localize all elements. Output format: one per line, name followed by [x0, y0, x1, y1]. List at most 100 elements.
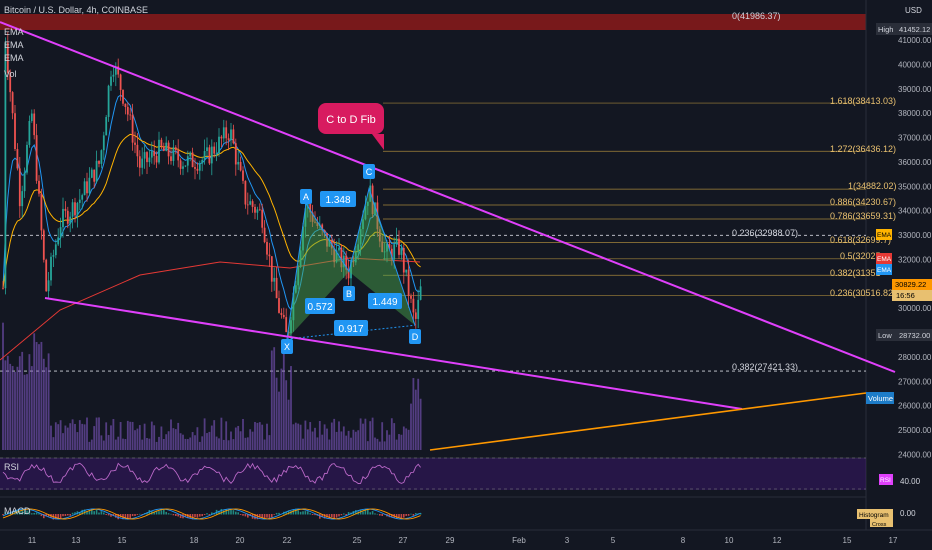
candle-body-43: [105, 116, 108, 136]
candle-body-51: [124, 103, 127, 108]
volume-bar-153: [369, 421, 372, 450]
time-tick-0: 11: [28, 536, 37, 545]
macd-hist-151: [364, 509, 367, 515]
macd-hist-124: [299, 511, 302, 515]
candle-body-32: [78, 199, 81, 203]
volume-bar-117: [282, 351, 285, 450]
candle-body-37: [90, 169, 93, 178]
volume-bar-150: [362, 423, 364, 450]
macd-hist-156: [376, 513, 379, 515]
volume-bar-12: [30, 366, 33, 450]
volume-bar-92: [222, 439, 225, 450]
candle-body-44: [107, 85, 110, 117]
macd-hist-162: [391, 514, 393, 518]
volume-bar-5: [14, 371, 16, 450]
rsi-label[interactable]: RSI: [4, 462, 19, 472]
volume-bar-116: [280, 368, 283, 450]
volume-bar-144: [347, 430, 350, 450]
candle-body-60: [146, 152, 148, 163]
candle-body-71: [172, 147, 175, 161]
fib-levels: [0, 102, 866, 372]
macd-hist-66: [160, 510, 163, 515]
candle-body-2: [6, 42, 9, 73]
ema-tag-1: EMA: [876, 229, 892, 240]
volume-bar-167: [402, 426, 405, 450]
candle-body-143: [345, 255, 348, 270]
macd-hist-167: [403, 514, 405, 518]
candle-body-9: [23, 172, 26, 192]
volume-bar-48: [117, 436, 120, 450]
candle-body-20: [50, 256, 52, 281]
ema-tag-3: EMA: [876, 264, 892, 275]
candle-body-25: [62, 208, 64, 228]
candle-body-79: [191, 152, 194, 168]
volume-bar-143: [345, 435, 348, 450]
macd-hist-93: [225, 509, 227, 515]
pattern-point-b[interactable]: B: [343, 286, 355, 301]
indicator-label-vol[interactable]: Vol: [4, 69, 17, 79]
svg-text:EMA: EMA: [877, 256, 892, 263]
volume-bar-141: [340, 431, 343, 450]
indicator-label-ema-2[interactable]: EMA: [4, 40, 24, 50]
macd-hist-16: [40, 514, 43, 517]
volume-bar-57: [138, 425, 141, 450]
macd-hist-11: [28, 509, 31, 515]
volume-bar-42: [102, 440, 105, 450]
volume-bar-41: [100, 435, 103, 450]
time-tick-10: 3: [565, 536, 570, 545]
indicator-label-ema-1[interactable]: EMA: [4, 27, 24, 37]
volume-bar-108: [261, 424, 264, 450]
ratio-box-1: 1.348: [320, 191, 356, 207]
candle-body-58: [141, 158, 144, 168]
volume-bar-109: [263, 439, 266, 450]
volume-bar-51: [124, 439, 127, 450]
time-axis: 11 13 15 18 20 22 25 27 29 Feb 3 5 8 10 12 15 17: [28, 536, 898, 545]
callout-c-to-d-fib[interactable]: C to D Fib: [318, 103, 384, 150]
candle-body-70: [170, 156, 172, 161]
volume-bar-35: [86, 417, 88, 450]
macd-hist-118: [285, 511, 287, 515]
ratio-box-4: 0.917: [334, 320, 368, 336]
volume-bar-156: [376, 438, 379, 450]
candle-body-159: [383, 251, 386, 253]
candle-body-55: [134, 142, 136, 145]
macd-hist-64: [155, 510, 158, 515]
pattern-triangle-bcd: [349, 188, 415, 326]
volume-bar-85: [206, 433, 208, 450]
pattern-point-c[interactable]: C: [363, 164, 375, 179]
candle-body-122: [294, 285, 297, 293]
volume-bar-98: [237, 425, 240, 450]
candle-body-118: [285, 317, 288, 333]
macd-label[interactable]: MACD: [4, 506, 31, 516]
candle-body-5: [14, 113, 16, 150]
macd-hist-41: [100, 511, 103, 515]
volume-bar-152: [366, 441, 369, 450]
macd-hist-13: [33, 512, 35, 515]
pattern-point-a[interactable]: A: [300, 189, 312, 204]
macd-hist-26: [64, 514, 67, 516]
candle-body-174: [419, 286, 422, 300]
candle-body-83: [201, 159, 204, 164]
macd-hist-8: [21, 509, 23, 515]
candle-body-8: [21, 191, 24, 207]
candle-body-129: [311, 212, 314, 222]
volume-bar-13: [33, 333, 36, 450]
candle-body-12: [30, 113, 33, 121]
indicator-label-ema-3[interactable]: EMA: [4, 53, 24, 63]
macd-hist-7: [19, 510, 21, 515]
volume-bar-79: [191, 432, 194, 450]
trendlines[interactable]: [0, 21, 896, 451]
candle-body-115: [278, 298, 280, 313]
volume-bar-148: [357, 430, 360, 450]
ratio-box-3: 1.449: [368, 293, 402, 309]
macd-hist-174: [419, 512, 422, 515]
candle-body-49: [119, 74, 122, 91]
callout-text: C to D Fib: [326, 114, 376, 126]
volume-bar-101: [244, 437, 247, 450]
volume-bar-32: [78, 420, 81, 450]
volume-bar-149: [359, 418, 362, 450]
pattern-point-x[interactable]: X: [281, 339, 293, 354]
pattern-point-d[interactable]: D: [409, 329, 421, 344]
time-tick-5: 22: [283, 536, 292, 545]
